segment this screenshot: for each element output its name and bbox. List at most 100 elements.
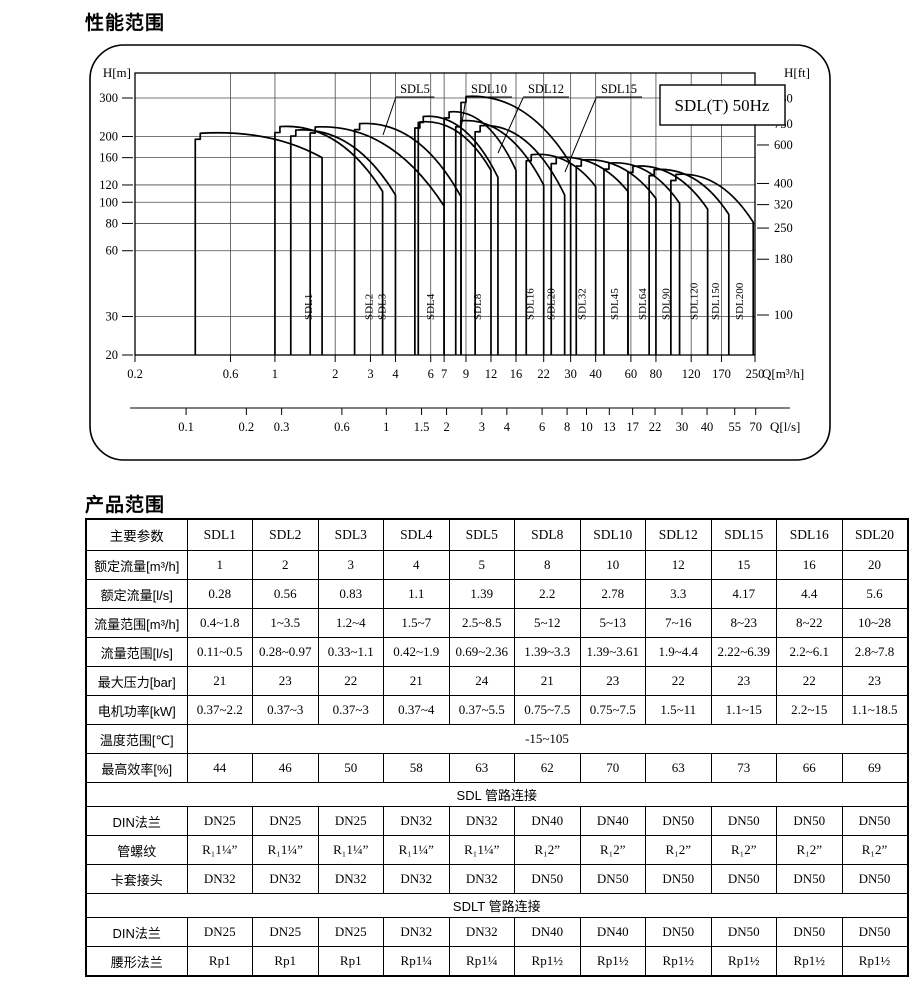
y-left-axis-label: H[m] bbox=[103, 65, 131, 80]
cell-rated-flow-m3h-SDL2: 2 bbox=[252, 550, 319, 580]
table-row-sdlt-piping: SDLT 管路连接 bbox=[85, 893, 908, 918]
y-left-ticklabel: 160 bbox=[99, 151, 118, 165]
cell-max-efficiency-SDL16: 66 bbox=[776, 753, 843, 783]
cell-max-efficiency-SDL12: 63 bbox=[645, 753, 712, 783]
callout-label-SDL12: SDL12 bbox=[528, 82, 564, 96]
pump-label-SDL200: SDL200 bbox=[734, 282, 746, 320]
y-right-ticklabel: 320 bbox=[774, 198, 793, 212]
x-primary-ticklabel: 12 bbox=[485, 367, 498, 381]
cell-flow-range-m3h-SDL16: 8~22 bbox=[776, 608, 843, 638]
y-left-ticklabel: 20 bbox=[106, 348, 119, 362]
cell-oval-flange-SDL4: Rp1¼ bbox=[383, 946, 450, 977]
header-SDL4: SDL4 bbox=[383, 518, 450, 551]
cell-max-pressure-SDL8: 21 bbox=[514, 666, 581, 696]
y-left-ticklabel: 30 bbox=[106, 310, 119, 324]
cell-din-flange-sdlt-SDL15: DN50 bbox=[710, 917, 777, 947]
pump-envelope-SDL8 bbox=[414, 120, 492, 355]
cell-max-pressure-SDL1: 21 bbox=[186, 666, 253, 696]
cell-oval-flange-SDL15: Rp1½ bbox=[710, 946, 777, 977]
cell-rated-flow-m3h-SDL5: 5 bbox=[448, 550, 515, 580]
cell-flow-range-m3h-SDL20: 10~28 bbox=[841, 608, 908, 638]
cell-clamp-joint-SDL8: DN50 bbox=[514, 864, 581, 894]
cell-rated-flow-ls-SDL4: 1.1 bbox=[383, 579, 450, 609]
product-table-body: 主要参数 SDL1 SDL2 SDL3 SDL4 SDL5 SDL8 SDL10 SDL12 SD… bbox=[85, 518, 908, 977]
header-SDL1: SDL1 bbox=[186, 518, 253, 551]
table-row-flow-range-m3h: 流量范围[m³/h] 0.4~1.8 1~3.5 1.2~4 1.5~7 2.5~8.5 5… bbox=[85, 608, 908, 638]
pump-envelopes bbox=[194, 95, 755, 355]
cell-din-flange-sdl-SDL2: DN25 bbox=[252, 806, 319, 836]
legend-text: SDL(T) 50Hz bbox=[675, 96, 770, 115]
cell-flow-range-ls-SDL12: 1.9~4.4 bbox=[645, 637, 712, 667]
x-secondary-ticklabel: 0.3 bbox=[274, 420, 290, 434]
pump-envelope-SDL3 bbox=[289, 129, 397, 355]
cell-max-pressure-SDL15: 23 bbox=[710, 666, 777, 696]
pump-label-SDL64: SDL64 bbox=[637, 288, 649, 320]
row-label-temp-range: 温度范围[℃] bbox=[85, 724, 188, 754]
pump-envelope-SDL10 bbox=[417, 115, 499, 355]
pump-label-SDL90: SDL90 bbox=[661, 288, 673, 320]
cell-motor-power-SDL2: 0.37~3 bbox=[252, 695, 319, 725]
cell-clamp-joint-SDL20: DN50 bbox=[841, 864, 908, 894]
pump-label-SDL1: SDL1 bbox=[303, 294, 315, 320]
cell-oval-flange-SDL12: Rp1½ bbox=[645, 946, 712, 977]
cell-flow-range-ls-SDL1: 0.11~0.5 bbox=[186, 637, 253, 667]
table-row-oval-flange: 腰形法兰 Rp1 Rp1 Rp1 Rp1¼ Rp1¼ Rp1½ Rp1½ Rp1½ Rp1½ Rp1… bbox=[85, 946, 908, 977]
callout-leader bbox=[459, 97, 467, 136]
pump-callouts: SDL5 SDL10 SDL12 SDL15 bbox=[382, 82, 642, 173]
row-label-flow-range-ls: 流量范围[l/s] bbox=[85, 637, 188, 667]
cell-din-flange-sdl-SDL3: DN25 bbox=[317, 806, 384, 836]
cell-max-pressure-SDL3: 22 bbox=[317, 666, 384, 696]
x-secondary-ticklabel: 40 bbox=[701, 420, 714, 434]
cell-clamp-joint-SDL12: DN50 bbox=[645, 864, 712, 894]
cell-max-efficiency-SDL1: 44 bbox=[186, 753, 253, 783]
x-secondary-ticklabel: 0.2 bbox=[239, 420, 255, 434]
cell-max-pressure-SDL10: 23 bbox=[579, 666, 646, 696]
x-axis-primary: 0.2 0.6 1 2 3 4 6 7 9 12 16 22 30 40 60 80 120 170 250Q[m³… bbox=[127, 355, 804, 381]
cell-din-flange-sdlt-SDL20: DN50 bbox=[841, 917, 908, 947]
legend-box bbox=[659, 84, 786, 126]
cell-din-flange-sdl-SDL4: DN32 bbox=[383, 806, 450, 836]
pump-envelope-SDL4 bbox=[309, 126, 445, 355]
cell-motor-power-SDL8: 0.75~7.5 bbox=[514, 695, 581, 725]
merged-value-temp-range: -15~105 bbox=[186, 724, 908, 754]
header-SDL2: SDL2 bbox=[252, 518, 319, 551]
x-primary-ticklabel: 0.6 bbox=[223, 367, 239, 381]
cell-max-pressure-SDL2: 23 bbox=[252, 666, 319, 696]
cell-din-flange-sdl-SDL8: DN40 bbox=[514, 806, 581, 836]
x-primary-ticklabel: 2 bbox=[332, 367, 338, 381]
cell-max-efficiency-SDL20: 69 bbox=[841, 753, 908, 783]
x-secondary-ticklabel: 70 bbox=[749, 420, 762, 434]
pump-label-SDL45: SDL45 bbox=[609, 288, 621, 320]
table-row-rated-flow-m3h: 额定流量[m³/h] 1 2 3 4 5 8 10 12 15 16 20 bbox=[85, 550, 908, 580]
row-label-max-pressure: 最大压力[bar] bbox=[85, 666, 188, 696]
x-primary-ticklabel: 40 bbox=[589, 367, 602, 381]
row-label-rated-flow-ls: 额定流量[l/s] bbox=[85, 579, 188, 609]
product-section-title: 产品范围 bbox=[85, 495, 166, 516]
cell-rated-flow-m3h-SDL10: 10 bbox=[579, 550, 646, 580]
cell-motor-power-SDL16: 2.2~15 bbox=[776, 695, 843, 725]
x-axis-secondary: 0.1 0.2 0.3 0.6 1 1.5 2 3 4 6 8 10 13 17 22 30 40 55 70 Q[l… bbox=[130, 407, 800, 434]
cell-flow-range-m3h-SDL8: 5~12 bbox=[514, 608, 581, 638]
cell-clamp-joint-SDL4: DN32 bbox=[383, 864, 450, 894]
y-left-ticklabel: 300 bbox=[99, 91, 118, 105]
cell-pipe-thread-SDL16: R₁2” bbox=[776, 835, 843, 865]
cell-din-flange-sdlt-SDL8: DN40 bbox=[514, 917, 581, 947]
cell-din-flange-sdlt-SDL12: DN50 bbox=[645, 917, 712, 947]
cell-flow-range-ls-SDL10: 1.39~3.61 bbox=[579, 637, 646, 667]
x-secondary-ticklabel: 0.1 bbox=[178, 420, 194, 434]
x-primary-ticklabel: 120 bbox=[682, 367, 701, 381]
row-label-flow-range-m3h: 流量范围[m³/h] bbox=[85, 608, 188, 638]
chart-frame bbox=[89, 44, 831, 461]
cell-motor-power-SDL3: 0.37~3 bbox=[317, 695, 384, 725]
cell-oval-flange-SDL5: Rp1¼ bbox=[448, 946, 515, 977]
cell-pipe-thread-SDL1: R₁1¼” bbox=[186, 835, 253, 865]
pump-envelope-SDL64 bbox=[575, 158, 657, 355]
cell-oval-flange-SDL8: Rp1½ bbox=[514, 946, 581, 977]
cell-max-pressure-SDL16: 22 bbox=[776, 666, 843, 696]
row-label-din-flange-sdl: DIN法兰 bbox=[85, 806, 188, 836]
cell-motor-power-SDL4: 0.37~4 bbox=[383, 695, 450, 725]
header-SDL3: SDL3 bbox=[317, 518, 384, 551]
cell-max-pressure-SDL12: 22 bbox=[645, 666, 712, 696]
cell-din-flange-sdl-SDL20: DN50 bbox=[841, 806, 908, 836]
table-row-temp-range: 温度范围[℃] -15~105 bbox=[85, 724, 908, 754]
